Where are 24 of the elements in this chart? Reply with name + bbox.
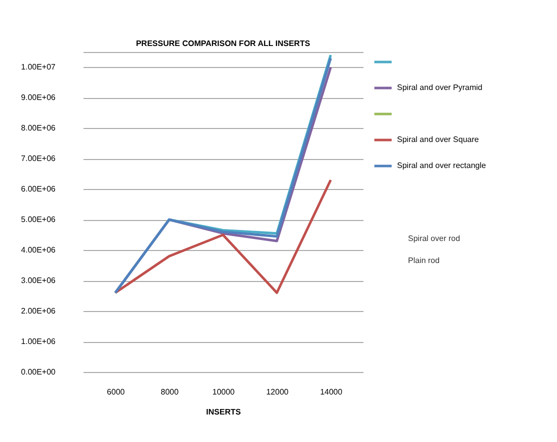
y-tick-label: 2.00E+06 [21, 306, 56, 316]
y-tick-label: 9.00E+06 [21, 93, 56, 102]
x-axis-title: INSERTS [206, 408, 242, 416]
x-tick-label: 14000 [320, 388, 343, 396]
y-tick-label: 3.00E+06 [21, 276, 56, 286]
y-tick-label: 4.00E+06 [21, 246, 56, 255]
legend-label: Spiral and over Pyramid [397, 83, 482, 92]
text: Spiral over rod [408, 234, 460, 243]
y-tick-label: 0.00E+00 [21, 368, 56, 376]
text: Plain rod [408, 256, 440, 265]
y-tick-label: 8.00E+06 [21, 124, 56, 133]
x-tick-label: 12000 [266, 388, 290, 396]
y-tick-label: 6.00E+06 [21, 184, 56, 194]
legend-label: Spiral and over rectangle [397, 161, 486, 170]
y-tick-label: 5.00E+06 [21, 215, 56, 224]
legend-label: Spiral and over Square [397, 135, 480, 144]
x-tick-label: 10000 [212, 388, 236, 396]
line-series [114, 178, 332, 294]
y-tick-label: 1.00E+06 [21, 337, 56, 346]
y-tick-label: 1.00E+07 [21, 62, 56, 72]
y-tick-label: 7.00E+06 [21, 154, 56, 164]
x-tick-label: 8000 [160, 388, 180, 396]
chart-title: PRESSURE COMPARISON FOR ALL INSERTS [136, 39, 311, 48]
x-tick-label: 6000 [106, 388, 126, 396]
